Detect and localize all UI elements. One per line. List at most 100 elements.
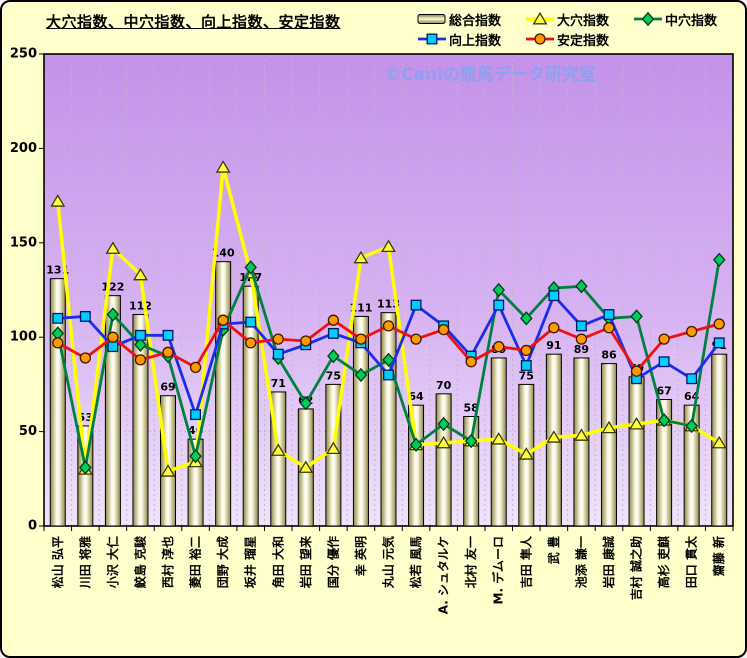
square-marker [575, 320, 587, 332]
legend-item-大穴指数: 大穴指数 [525, 9, 633, 29]
bar-value-label: 75 [519, 369, 534, 382]
x-category-label: M. デムーロ [491, 536, 506, 604]
square-marker [548, 290, 560, 302]
circle-marker [189, 361, 202, 374]
x-category-label: 岩田 康誠 [601, 536, 616, 589]
legend-label: 中穴指数 [665, 13, 718, 29]
x-category-label: 団野 大成 [215, 536, 230, 588]
legend-item-向上指数: 向上指数 [417, 29, 525, 49]
circle-marker [437, 323, 450, 336]
triangle-marker [325, 441, 341, 455]
diamond-marker [299, 396, 313, 411]
diamond-marker [464, 433, 478, 449]
circle-marker [300, 335, 312, 347]
legend-label: 向上指数 [449, 33, 502, 49]
square-marker [383, 369, 394, 381]
bar-value-label: 64 [408, 390, 424, 403]
x-category-label: 角田 大和 [270, 536, 285, 588]
circle-marker [575, 333, 588, 345]
diamond-marker [327, 348, 340, 364]
square-marker [107, 341, 119, 353]
circle-marker [603, 322, 615, 334]
x-category-label: 池添 謙一 [573, 536, 588, 588]
legend-row-1: 総合指数 大穴指数 中穴指数 [417, 9, 742, 29]
x-category-label: 吉村 誠之助 [629, 536, 644, 600]
square-marker [520, 360, 532, 371]
bar [352, 315, 369, 527]
bar-value-label: 112 [129, 300, 152, 313]
legend-label: 大穴指数 [557, 13, 610, 29]
bar [628, 376, 645, 527]
triangle-marker [573, 428, 589, 441]
triangle-marker [532, 11, 548, 25]
bar-value-label: 122 [101, 281, 124, 294]
y-tick-label: 150 [10, 235, 37, 250]
x-category-label: 松若 風馬 [408, 536, 423, 588]
bar [463, 415, 480, 527]
circle-marker [465, 356, 477, 368]
bar [600, 363, 617, 527]
triangle-marker [133, 267, 148, 281]
x-category-label: 齋藤 新 [711, 536, 726, 577]
square-marker [272, 348, 284, 360]
square-marker [162, 329, 174, 341]
diamond-swatch-icon [634, 11, 662, 27]
diamond-marker [437, 416, 450, 432]
circle-marker [355, 333, 367, 345]
diamond-marker [79, 460, 92, 475]
axis-ticks [39, 53, 734, 531]
circle-marker [630, 365, 643, 377]
triangle-marker [215, 160, 231, 173]
circle-marker [107, 331, 119, 343]
square-marker [135, 329, 146, 341]
bar [104, 295, 121, 527]
bar-value-label: 71 [271, 377, 286, 390]
triangle-marker [629, 416, 644, 430]
square-marker [190, 409, 202, 421]
x-axis-labels: 松山 弘平 川田 将雅 小沢 大仁 鮫島 克駿 西村 淳也 菱田 裕二 団野 大成 坂井 瑠星… [50, 535, 726, 614]
x-category-label: 吉田 隼人 [518, 535, 533, 588]
bar [215, 261, 232, 527]
bar-value-label: 113 [377, 298, 400, 311]
diamond-marker [630, 309, 643, 324]
bar [683, 404, 700, 527]
circle-marker [534, 33, 546, 45]
triangle-marker [50, 194, 66, 207]
circle-marker [217, 314, 229, 326]
square-marker [52, 312, 64, 324]
bar-value-label: 91 [546, 339, 561, 352]
legend: 総合指数 大穴指数 中穴指数 向上指数 安定指数 [417, 9, 742, 49]
y-tick-label: 200 [10, 141, 37, 156]
square-marker [327, 327, 339, 339]
square-marker [79, 310, 91, 322]
circle-marker [134, 354, 147, 366]
diamond-marker [189, 448, 202, 464]
y-tick-label: 100 [10, 330, 37, 345]
legend-item-中穴指数: 中穴指数 [633, 9, 741, 29]
circle-marker [162, 346, 174, 358]
x-category-label: 西村 淳也 [160, 536, 175, 588]
diamond-marker [520, 311, 533, 326]
bar [380, 312, 397, 527]
y-tick-label: 250 [10, 47, 37, 62]
circle-marker [410, 333, 422, 345]
x-category-label: 鮫島 克駿 [132, 535, 147, 588]
bar [408, 404, 425, 527]
diamond-marker [657, 413, 671, 428]
x-category-label: 国分 優作 [325, 536, 340, 588]
chart-title: 大穴指数、中穴指数、向上指数、安定指数 [46, 13, 341, 31]
triangle-marker [546, 430, 562, 443]
diamond-marker [244, 260, 257, 275]
circle-marker [520, 344, 532, 357]
diamond-marker [575, 279, 588, 294]
bar-value-label: 75 [326, 369, 341, 382]
triangle-marker [298, 460, 314, 473]
square-marker [603, 309, 615, 320]
bar-value-label: 70 [436, 379, 452, 392]
triangle-marker [270, 443, 286, 456]
bar-value-label: 86 [601, 349, 617, 362]
legend-label: 安定指数 [557, 33, 610, 49]
line-series-triangle [50, 160, 727, 477]
square-marker [713, 337, 725, 349]
bar [132, 314, 149, 527]
